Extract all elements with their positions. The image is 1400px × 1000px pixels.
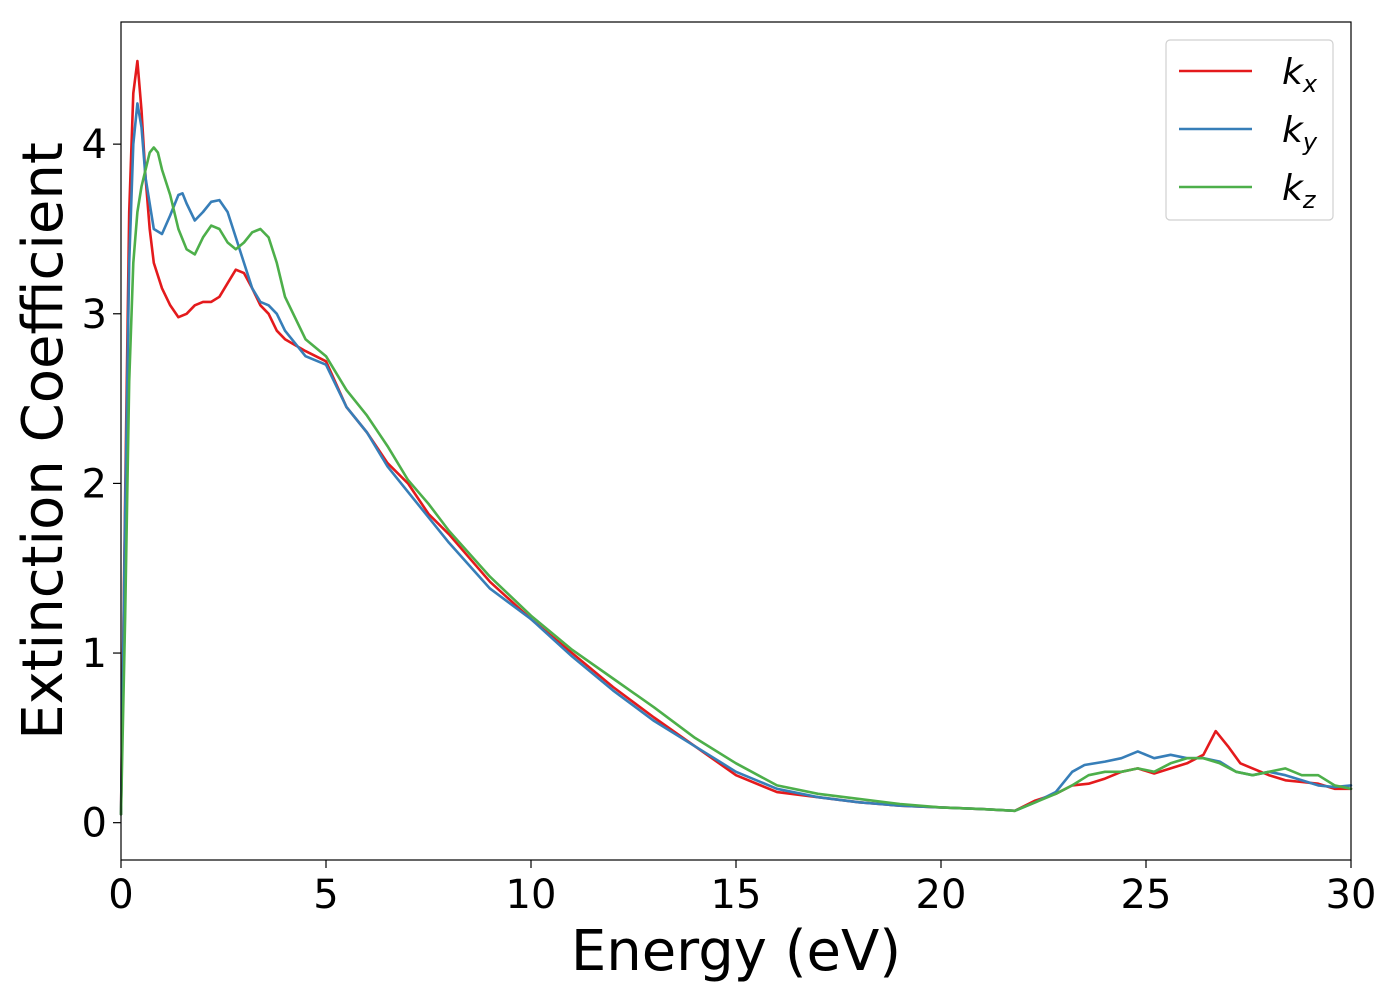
series-line-kz xyxy=(119,146,1353,816)
series-lines xyxy=(119,59,1353,816)
x-tick-label: 0 xyxy=(108,872,133,918)
y-tick-label: 0 xyxy=(82,801,107,847)
legend-label-kz: kz xyxy=(1282,168,1317,214)
series-line-ky xyxy=(119,102,1353,816)
ticks-layer: 0 5 10 15 20 25 30 0 1 2 3 4 xyxy=(82,122,1377,918)
x-tick-label: 5 xyxy=(313,872,338,918)
x-axis-title: Energy (eV) xyxy=(571,919,901,984)
x-tick-label: 25 xyxy=(1121,872,1172,918)
x-tick-label: 20 xyxy=(916,872,967,918)
legend: kx ky kz xyxy=(1165,39,1334,221)
y-tick-label: 3 xyxy=(82,292,107,338)
x-tick-label: 10 xyxy=(506,872,557,918)
y-axis-title: Extinction Coefficient xyxy=(11,142,76,740)
legend-label-ky: ky xyxy=(1282,110,1318,156)
y-tick-label: 1 xyxy=(82,631,107,677)
legend-items: kx ky kz xyxy=(1179,52,1318,214)
y-tick-label: 2 xyxy=(82,461,107,507)
y-tick-label: 4 xyxy=(82,122,107,168)
legend-label-kx: kx xyxy=(1282,52,1318,98)
x-tick-label: 30 xyxy=(1326,872,1377,918)
x-tick-label: 15 xyxy=(711,872,762,918)
plot-frame xyxy=(120,21,1352,861)
series-line-kx xyxy=(119,59,1353,816)
